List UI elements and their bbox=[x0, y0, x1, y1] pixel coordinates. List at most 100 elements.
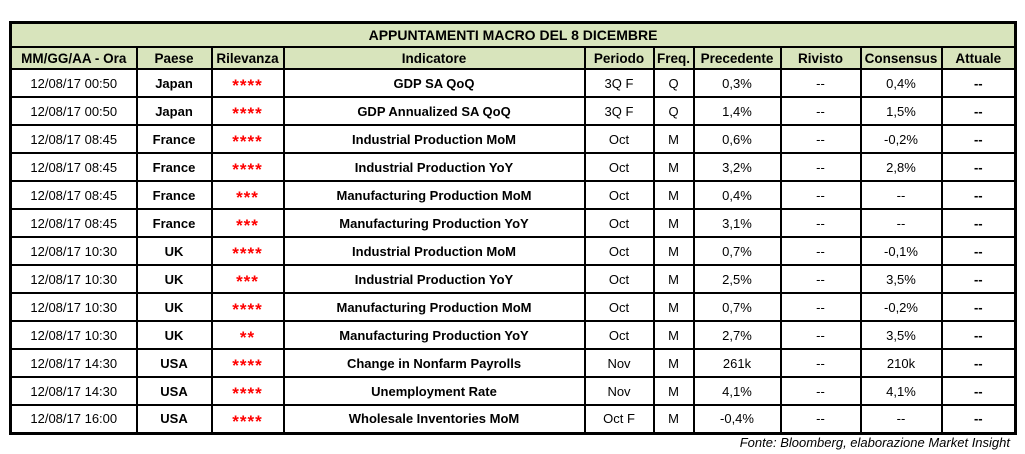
cell-actual: -- bbox=[940, 152, 1017, 182]
cell-revised: -- bbox=[779, 68, 862, 98]
column-header-period: Periodo bbox=[583, 46, 655, 70]
relevance-stars: **** bbox=[232, 76, 263, 95]
column-header-country: Paese bbox=[135, 46, 213, 70]
cell-revised: -- bbox=[779, 124, 862, 154]
cell-datetime: 12/08/17 00:50 bbox=[9, 68, 138, 98]
column-header-indicator: Indicatore bbox=[282, 46, 586, 70]
cell-freq: Q bbox=[652, 96, 695, 126]
source-note: Fonte: Bloomberg, elaborazione Market In… bbox=[739, 435, 1010, 450]
cell-actual: -- bbox=[940, 208, 1017, 238]
cell-stars: **** bbox=[210, 348, 285, 378]
cell-previous: 0,7% bbox=[692, 292, 782, 322]
cell-indicator: Manufacturing Production YoY bbox=[282, 320, 586, 350]
cell-consensus: 210k bbox=[859, 348, 943, 378]
cell-previous: 1,4% bbox=[692, 96, 782, 126]
cell-indicator: Unemployment Rate bbox=[282, 376, 586, 406]
cell-revised: -- bbox=[779, 208, 862, 238]
cell-datetime: 12/08/17 08:45 bbox=[9, 152, 138, 182]
cell-previous: 0,6% bbox=[692, 124, 782, 154]
cell-datetime: 12/08/17 08:45 bbox=[9, 208, 138, 238]
cell-indicator: GDP Annualized SA QoQ bbox=[282, 96, 586, 126]
macro-calendar-table: APPUNTAMENTI MACRO DEL 8 DICEMBRE MM/GG/… bbox=[9, 21, 1018, 435]
table-row: 12/08/17 00:50 Japan **** GDP Annualized SA… bbox=[9, 96, 1017, 126]
cell-country: France bbox=[135, 124, 213, 154]
cell-actual: -- bbox=[940, 376, 1017, 406]
cell-datetime: 12/08/17 08:45 bbox=[9, 180, 138, 210]
cell-revised: -- bbox=[779, 348, 862, 378]
cell-stars: **** bbox=[210, 124, 285, 154]
column-header-datetime: MM/GG/AA - Ora bbox=[9, 46, 138, 70]
table-row: 12/08/17 16:00 USA **** Wholesale Inventori… bbox=[9, 404, 1017, 434]
table-row: 12/08/17 10:30 UK ** Manufacturing Producti… bbox=[9, 320, 1017, 350]
cell-stars: **** bbox=[210, 152, 285, 182]
cell-revised: -- bbox=[779, 180, 862, 210]
cell-revised: -- bbox=[779, 96, 862, 126]
cell-country: France bbox=[135, 208, 213, 238]
cell-country: France bbox=[135, 180, 213, 210]
table-row: 12/08/17 00:50 Japan **** GDP SA QoQ 3Q F Q 0,… bbox=[9, 68, 1017, 98]
cell-period: Nov bbox=[583, 348, 655, 378]
cell-actual: -- bbox=[940, 264, 1017, 294]
cell-country: USA bbox=[135, 376, 213, 406]
cell-revised: -- bbox=[779, 152, 862, 182]
cell-stars: **** bbox=[210, 292, 285, 322]
table-title-row: APPUNTAMENTI MACRO DEL 8 DICEMBRE bbox=[9, 21, 1017, 48]
table-row: 12/08/17 10:30 UK *** Industrial Production… bbox=[9, 264, 1017, 294]
cell-period: Nov bbox=[583, 376, 655, 406]
relevance-stars: **** bbox=[232, 244, 263, 263]
cell-consensus: -0,2% bbox=[859, 292, 943, 322]
table-row: 12/08/17 08:45 France **** Industrial Produ… bbox=[9, 152, 1017, 182]
cell-period: Oct bbox=[583, 320, 655, 350]
macro-calendar: APPUNTAMENTI MACRO DEL 8 DICEMBRE MM/GG/… bbox=[9, 21, 1018, 435]
cell-indicator: Manufacturing Production MoM bbox=[282, 292, 586, 322]
table-row: 12/08/17 10:30 UK **** Manufacturing Produc… bbox=[9, 292, 1017, 322]
cell-period: Oct F bbox=[583, 404, 655, 434]
cell-previous: 4,1% bbox=[692, 376, 782, 406]
cell-freq: M bbox=[652, 320, 695, 350]
column-header-actual: Attuale bbox=[940, 46, 1017, 70]
cell-previous: 0,4% bbox=[692, 180, 782, 210]
cell-previous: 2,7% bbox=[692, 320, 782, 350]
column-header-previous: Precedente bbox=[692, 46, 782, 70]
column-header-revised: Rivisto bbox=[779, 46, 862, 70]
cell-country: USA bbox=[135, 348, 213, 378]
relevance-stars: **** bbox=[232, 384, 263, 403]
relevance-stars: **** bbox=[232, 300, 263, 319]
cell-consensus: -- bbox=[859, 180, 943, 210]
cell-consensus: -0,1% bbox=[859, 236, 943, 266]
relevance-stars: **** bbox=[232, 132, 263, 151]
cell-period: Oct bbox=[583, 236, 655, 266]
cell-consensus: -- bbox=[859, 208, 943, 238]
column-header-consensus: Consensus bbox=[859, 46, 943, 70]
cell-period: 3Q F bbox=[583, 96, 655, 126]
cell-stars: **** bbox=[210, 376, 285, 406]
table-title: APPUNTAMENTI MACRO DEL 8 DICEMBRE bbox=[9, 21, 1017, 48]
column-header-relevance: Rilevanza bbox=[210, 46, 285, 70]
relevance-stars: **** bbox=[232, 104, 263, 123]
cell-freq: M bbox=[652, 236, 695, 266]
cell-indicator: GDP SA QoQ bbox=[282, 68, 586, 98]
cell-stars: **** bbox=[210, 236, 285, 266]
cell-country: Japan bbox=[135, 96, 213, 126]
cell-period: Oct bbox=[583, 208, 655, 238]
cell-consensus: 0,4% bbox=[859, 68, 943, 98]
cell-consensus: 3,5% bbox=[859, 320, 943, 350]
cell-country: UK bbox=[135, 264, 213, 294]
cell-datetime: 12/08/17 08:45 bbox=[9, 124, 138, 154]
cell-country: UK bbox=[135, 236, 213, 266]
table-row: 12/08/17 10:30 UK **** Industrial Productio… bbox=[9, 236, 1017, 266]
cell-actual: -- bbox=[940, 236, 1017, 266]
cell-freq: M bbox=[652, 348, 695, 378]
cell-datetime: 12/08/17 16:00 bbox=[9, 404, 138, 434]
relevance-stars: *** bbox=[236, 216, 259, 235]
cell-datetime: 12/08/17 10:30 bbox=[9, 292, 138, 322]
cell-country: USA bbox=[135, 404, 213, 434]
cell-previous: 0,3% bbox=[692, 68, 782, 98]
cell-consensus: 3,5% bbox=[859, 264, 943, 294]
cell-indicator: Manufacturing Production YoY bbox=[282, 208, 586, 238]
cell-period: Oct bbox=[583, 264, 655, 294]
cell-datetime: 12/08/17 00:50 bbox=[9, 96, 138, 126]
cell-actual: -- bbox=[940, 68, 1017, 98]
cell-freq: M bbox=[652, 152, 695, 182]
cell-country: France bbox=[135, 152, 213, 182]
